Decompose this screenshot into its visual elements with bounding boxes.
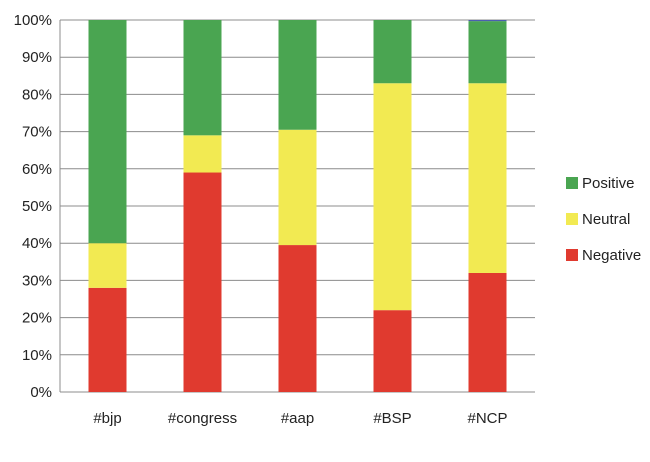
bar-neutral-congress (183, 135, 222, 173)
bar-negative-aap (278, 245, 317, 392)
axes: 0% 10% 20% 30% 40% 50% 60% 70% 80% 90% 100% #bjp #co… (14, 12, 508, 427)
legend-swatch-negative (566, 249, 578, 261)
y-tick-label: 60% (22, 161, 52, 178)
bar-neutral-bjp (88, 243, 127, 288)
bar-positive-ncp (468, 21, 507, 84)
bar-negative-congress (183, 172, 222, 392)
legend-swatch-neutral (566, 213, 578, 225)
bar-positive-aap (278, 20, 317, 130)
bar-negative-ncp (468, 272, 507, 392)
legend: Positive Neutral Negative (566, 175, 641, 264)
y-tick-label: 50% (22, 198, 52, 215)
bar-positive-bjp (88, 20, 127, 244)
legend-label-negative: Negative (582, 247, 641, 264)
bar-neutral-ncp (468, 83, 507, 273)
legend-label-positive: Positive (582, 175, 635, 192)
x-tick-label: #aap (281, 410, 314, 427)
x-tick-label: #bjp (93, 410, 121, 427)
y-tick-label: 80% (22, 86, 52, 103)
bars (88, 20, 507, 392)
legend-label-neutral: Neutral (582, 211, 630, 228)
x-tick-label: #congress (168, 410, 237, 427)
bar-neutral-bsp (373, 83, 412, 311)
bar-positive-congress (183, 20, 222, 136)
y-tick-label: 100% (14, 12, 52, 29)
bar-negative-bsp (373, 310, 412, 392)
y-tick-label: 10% (22, 347, 52, 364)
bar-positive-bsp (373, 20, 412, 84)
y-tick-label: 70% (22, 124, 52, 141)
bar-top-sliver (468, 20, 507, 22)
bar-negative-bjp (88, 287, 127, 392)
legend-swatch-positive (566, 177, 578, 189)
y-tick-label: 20% (22, 310, 52, 327)
bar-neutral-aap (278, 129, 317, 246)
y-tick-label: 90% (22, 49, 52, 66)
y-tick-label: 40% (22, 235, 52, 252)
y-tick-label: 0% (30, 384, 52, 401)
y-tick-label: 30% (22, 272, 52, 289)
x-tick-label: #NCP (467, 410, 507, 427)
x-tick-label: #BSP (373, 410, 411, 427)
